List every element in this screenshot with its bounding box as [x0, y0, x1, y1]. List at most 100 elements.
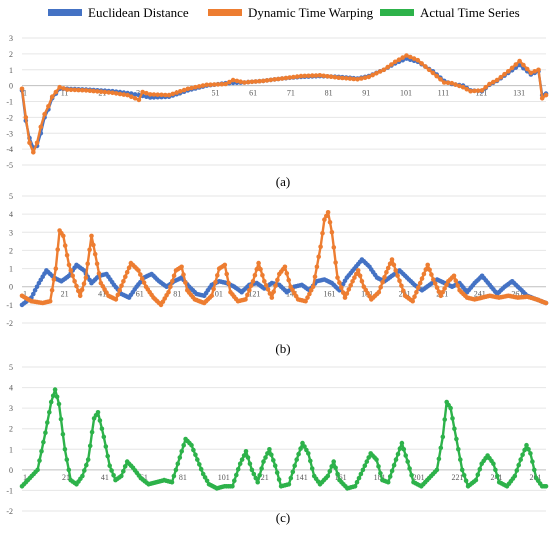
data-point: [421, 271, 427, 277]
data-point: [442, 417, 448, 422]
data-point: [426, 67, 432, 73]
data-point: [364, 459, 370, 464]
data-point: [376, 464, 381, 469]
data-point: [339, 285, 344, 290]
data-point: [144, 94, 149, 99]
data-point: [530, 459, 535, 464]
data-point: [329, 464, 335, 469]
data-point: [242, 80, 247, 85]
data-point: [166, 289, 171, 295]
data-point: [155, 92, 160, 97]
data-point: [183, 280, 188, 285]
data-point: [419, 276, 425, 281]
data-point: [359, 76, 364, 81]
data-point: [509, 65, 515, 71]
data-point: [200, 471, 206, 477]
data-point: [324, 213, 329, 219]
data-point: [423, 267, 429, 272]
data-point: [312, 274, 318, 280]
data-point: [528, 451, 533, 456]
data-point: [391, 262, 397, 268]
data-point: [387, 474, 393, 479]
data-point: [235, 467, 241, 472]
data-point: [384, 269, 389, 275]
data-point: [94, 261, 100, 267]
data-point: [283, 75, 289, 81]
data-point: [274, 470, 280, 475]
data-point: [248, 283, 254, 289]
data-point: [303, 298, 308, 304]
data-point: [389, 62, 394, 67]
data-point: [298, 73, 304, 79]
data-point: [362, 463, 368, 469]
data-point: [77, 293, 83, 299]
data-point: [185, 86, 191, 92]
data-point: [320, 230, 325, 236]
data-point: [385, 265, 391, 271]
data-point: [317, 73, 323, 78]
data-point: [395, 273, 400, 279]
data-point: [140, 89, 145, 95]
data-point: [230, 77, 236, 83]
data-point: [518, 457, 523, 462]
x-tick-label: 21: [62, 473, 70, 482]
data-point: [460, 84, 466, 90]
legend-label: Euclidean Distance: [88, 5, 189, 20]
data-point: [409, 473, 414, 478]
data-point: [170, 91, 176, 97]
data-point: [308, 458, 313, 464]
data-point: [189, 442, 194, 448]
data-point: [81, 281, 87, 287]
data-point: [125, 92, 130, 98]
data-point: [351, 76, 357, 82]
data-point: [163, 92, 168, 98]
data-point: [279, 76, 285, 81]
data-point: [79, 287, 85, 293]
data-point: [427, 267, 432, 273]
data-point: [399, 440, 405, 446]
data-point: [387, 261, 393, 267]
data-point: [272, 77, 277, 82]
data-point: [425, 262, 431, 268]
data-point: [358, 471, 364, 477]
data-point: [342, 295, 348, 300]
data-point: [354, 479, 360, 485]
data-point: [213, 279, 218, 285]
data-point: [189, 85, 194, 91]
data-point: [92, 251, 98, 257]
data-point: [121, 468, 126, 474]
data-point: [262, 279, 267, 284]
data-point: [117, 288, 122, 293]
data-point: [123, 274, 128, 280]
data-point: [308, 288, 314, 293]
data-point: [445, 80, 451, 86]
data-point: [448, 405, 453, 411]
y-tick-label: -1: [6, 486, 13, 495]
data-point: [464, 86, 470, 92]
x-tick-label: 81: [179, 473, 187, 482]
data-point: [121, 92, 127, 97]
x-tick-label: 131: [513, 89, 525, 98]
data-point: [47, 298, 53, 304]
data-point: [450, 416, 455, 421]
series-actual-time-series: [19, 387, 549, 491]
data-point: [255, 479, 260, 485]
data-point: [254, 266, 260, 272]
data-point: [200, 83, 206, 88]
data-point: [169, 479, 175, 485]
data-point: [272, 463, 278, 469]
data-point: [237, 461, 243, 467]
y-tick-label: 3: [9, 404, 13, 413]
data-point: [50, 393, 56, 399]
data-point: [261, 78, 266, 84]
data-point: [173, 467, 179, 473]
data-point: [441, 80, 447, 85]
data-point: [249, 79, 255, 85]
data-point: [416, 285, 421, 290]
data-point: [129, 94, 134, 99]
data-point: [374, 457, 379, 462]
data-point: [239, 457, 245, 462]
data-point: [327, 468, 333, 474]
data-point: [58, 416, 64, 422]
data-point: [253, 475, 259, 481]
